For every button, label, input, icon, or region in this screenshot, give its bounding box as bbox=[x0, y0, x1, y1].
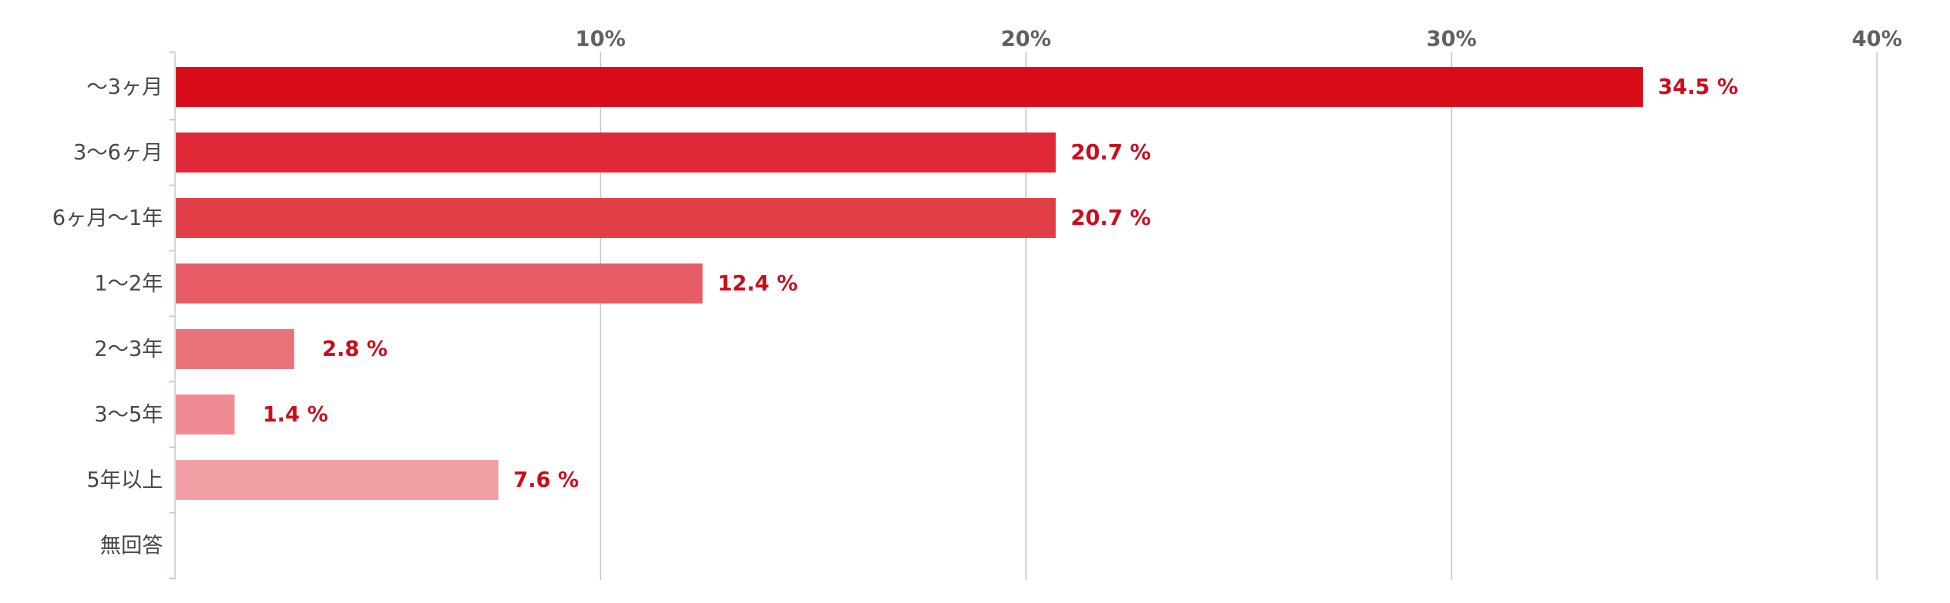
x-tick-label-30: 30% bbox=[1426, 27, 1476, 51]
value-label: 2.8 % bbox=[322, 337, 388, 361]
value-label: 20.7 % bbox=[1071, 141, 1151, 165]
category-label: 〜3ヶ月 bbox=[87, 75, 163, 99]
label-layer: 〜3ヶ月 34.5 % 3〜6ヶ月 20.7 % 6ヶ月〜1年 20.7 % 1〜2年 12.… bbox=[52, 75, 1738, 558]
value-label: 12.4 % bbox=[718, 272, 798, 296]
bar-6 bbox=[176, 394, 235, 435]
category-label: 3〜5年 bbox=[94, 403, 163, 427]
bar-1 bbox=[176, 67, 1643, 107]
axis-layer: 10% 20% 30% 40% bbox=[169, 27, 1902, 580]
bar-4 bbox=[176, 263, 703, 304]
x-tick-label-20: 20% bbox=[1001, 27, 1051, 51]
category-label: 6ヶ月〜1年 bbox=[52, 206, 163, 230]
bar-7 bbox=[176, 460, 499, 500]
category-label: 5年以上 bbox=[87, 468, 163, 492]
x-tick-label-10: 10% bbox=[575, 27, 625, 51]
value-label: 34.5 % bbox=[1658, 75, 1738, 99]
value-label: 7.6 % bbox=[513, 468, 579, 492]
category-label: 3〜6ヶ月 bbox=[73, 141, 163, 165]
category-label: 1〜2年 bbox=[94, 272, 163, 296]
bar-5 bbox=[176, 329, 295, 369]
value-label: 20.7 % bbox=[1071, 206, 1151, 230]
x-tick-label-40: 40% bbox=[1852, 27, 1902, 51]
value-label: 1.4 % bbox=[263, 403, 329, 427]
bar-3 bbox=[176, 198, 1056, 238]
bar-layer bbox=[176, 67, 1643, 500]
bar-2 bbox=[176, 132, 1056, 173]
category-label: 無回答 bbox=[100, 534, 163, 558]
grid-layer bbox=[599, 52, 1878, 580]
category-label: 2〜3年 bbox=[94, 337, 163, 361]
